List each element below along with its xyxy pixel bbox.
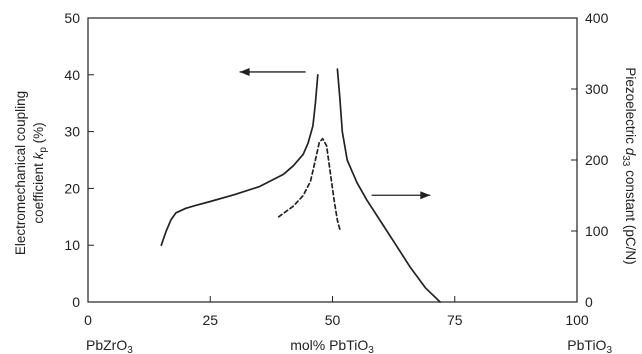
x-tick-label: 25: [202, 312, 218, 328]
y-right-tick-label: 100: [585, 223, 609, 239]
y-axis-left-title-line2: coefficient kp (%): [31, 122, 49, 223]
x-axis-title: mol% PbTiO3: [290, 337, 374, 354]
y-axis-left-title-line1: Electromechanical coupling: [13, 91, 28, 255]
series-kp-solid-2: [336, 68, 441, 303]
y-left-tick-label: 0: [72, 294, 80, 310]
x-tick-label: 75: [447, 312, 463, 328]
x-label-left: PbZrO3: [86, 337, 133, 354]
series-d33-dashed: [277, 137, 342, 232]
y-left-tick-label: 30: [64, 124, 80, 140]
y-right-tick-label: 400: [585, 10, 609, 26]
y-right-tick-label: 200: [585, 152, 609, 168]
plot-frame: [87, 17, 578, 303]
y-left-tick-label: 20: [64, 180, 80, 196]
y-left-tick-label: 10: [64, 237, 80, 253]
x-label-right: PbTiO3: [567, 337, 612, 354]
y-right-tick-label: 0: [585, 294, 593, 310]
arrows-layer: [239, 67, 431, 200]
x-tick-label: 0: [84, 312, 92, 328]
series-layer: [160, 68, 441, 303]
x-tick-label: 100: [565, 312, 589, 328]
y-left-tick-label: 40: [64, 67, 80, 83]
arrow-head-left: [239, 67, 250, 76]
arrow-head-right: [420, 191, 431, 200]
plot-area-border: [87, 17, 578, 303]
y-axis-right-title: Piezoelectric d33 constant (pC/N): [620, 67, 638, 264]
x-tick-label: 50: [325, 312, 341, 328]
series-kp-solid-1: [160, 73, 319, 247]
y-right-tick-label: 300: [585, 81, 609, 97]
ticks-layer: 0 25 50 75 100 0 10 20 30 40 50 0 100 200 300 400: [64, 10, 608, 328]
y-left-tick-label: 50: [64, 10, 80, 26]
